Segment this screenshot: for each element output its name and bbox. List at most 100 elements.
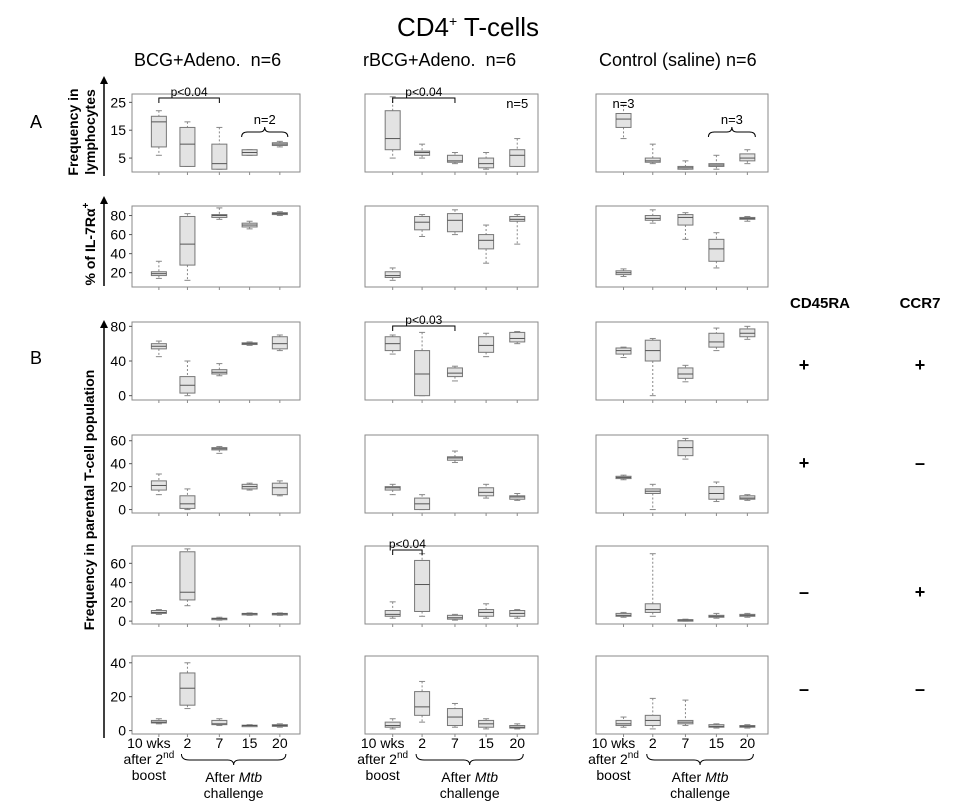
plot-frame-A-freq-2 bbox=[595, 93, 769, 173]
x-label-0-4: 20 bbox=[272, 735, 288, 751]
box-B-1-1-2 bbox=[446, 367, 463, 378]
box-A-freq-1-2 bbox=[446, 154, 463, 163]
box-B-3-1-0 bbox=[384, 610, 401, 617]
bracket-A-freq-0-0 bbox=[158, 97, 220, 103]
x-label-1-2: 7 bbox=[451, 735, 459, 751]
box-B-2-1-4 bbox=[509, 495, 526, 500]
box-B-1-1-1 bbox=[414, 350, 431, 397]
x-label-0-2: 7 bbox=[215, 735, 223, 751]
box-B-2-1-2 bbox=[446, 456, 463, 461]
y-tick-label-A-freq-0-1: 15 bbox=[110, 122, 126, 138]
y-tick-label-B-3-0-0: 0 bbox=[118, 613, 126, 629]
y-tick-label-B-3-0-3: 60 bbox=[110, 555, 126, 571]
annotation-A-freq-2-1: n=3 bbox=[721, 112, 743, 127]
annotation-B-3-1-0: p<0.04 bbox=[389, 537, 426, 551]
box-B-2-2-2 bbox=[677, 440, 694, 457]
box-B-1-2-2 bbox=[677, 367, 694, 379]
x-label-after-mtb-1: After Mtb bbox=[441, 769, 498, 785]
box-B-3-0-1 bbox=[179, 551, 196, 601]
box-B-3-1-1 bbox=[414, 559, 431, 612]
x-label-challenge-0: challenge bbox=[204, 785, 264, 801]
box-A-freq-0-2 bbox=[211, 143, 228, 170]
x-label-1-4: 20 bbox=[509, 735, 525, 751]
y-tick-label-B-1-0-0: 0 bbox=[118, 388, 126, 404]
challenge-brace-0 bbox=[180, 753, 287, 766]
x-label-1-1: 2 bbox=[418, 735, 426, 751]
box-B-1-1-4 bbox=[509, 331, 526, 343]
x-label-boost-1: boost bbox=[366, 767, 400, 783]
panel-label-b: B bbox=[30, 348, 42, 368]
y-tick-label-A-il7r-0-1: 40 bbox=[110, 246, 126, 262]
x-label-0-1: 2 bbox=[184, 735, 192, 751]
y-tick-label-A-il7r-0-2: 60 bbox=[110, 227, 126, 243]
box-A-il7r-1-3 bbox=[478, 234, 495, 250]
box-A-il7r-2-3 bbox=[708, 238, 725, 262]
bracket-B-1-1-0 bbox=[392, 325, 456, 331]
x-label-0-0: 10 wks bbox=[127, 735, 171, 751]
y-tick-label-B-2-0-3: 60 bbox=[110, 433, 126, 449]
annotation-B-1-1-0: p<0.03 bbox=[405, 313, 442, 327]
challenge-brace-2 bbox=[646, 753, 754, 766]
marker-sign-r3-ccr7: + bbox=[915, 582, 926, 602]
challenge-brace-1 bbox=[415, 753, 524, 766]
ylabel-il7r-arrowhead bbox=[100, 196, 108, 204]
annotation-A-freq-0-0: p<0.04 bbox=[171, 85, 208, 99]
ylabel-parental: Frequency in parental T-cell population bbox=[81, 370, 97, 631]
box-A-il7r-0-1 bbox=[179, 215, 196, 266]
x-label-boost-2: boost bbox=[596, 767, 630, 783]
marker-sign-r4-cd45ra: – bbox=[799, 679, 809, 699]
box-B-4-1-1 bbox=[414, 691, 431, 716]
x-label-after-mtb-0: After Mtb bbox=[205, 769, 262, 785]
box-A-il7r-1-0 bbox=[384, 271, 401, 278]
x-label-challenge-1: challenge bbox=[440, 785, 500, 801]
box-B-1-0-4 bbox=[271, 336, 288, 350]
box-B-4-1-0 bbox=[384, 721, 401, 728]
x-label-1-3: 15 bbox=[478, 735, 494, 751]
y-tick-label-B-1-0-2: 80 bbox=[110, 318, 126, 334]
y-tick-label-B-2-0-2: 40 bbox=[110, 456, 126, 472]
x-label-0-3: 15 bbox=[242, 735, 258, 751]
panel-label-a: A bbox=[30, 112, 42, 132]
plot-frame-B-1-2 bbox=[595, 321, 769, 401]
plot-frame-B-3-2 bbox=[595, 545, 769, 625]
y-tick-label-B-4-0-0: 0 bbox=[118, 723, 126, 739]
marker-sign-r2-ccr7: – bbox=[915, 453, 925, 473]
ylabel-il7r: % of IL-7Rα+ bbox=[81, 202, 98, 285]
box-B-2-1-0 bbox=[384, 486, 401, 491]
plot-frame-B-1-0 bbox=[131, 321, 301, 401]
x-label-2-2: 7 bbox=[682, 735, 690, 751]
marker-sign-r1-cd45ra: + bbox=[799, 355, 810, 375]
group-title-bcg: BCG+Adeno. n=6 bbox=[134, 50, 281, 70]
box-B-2-2-3 bbox=[708, 486, 725, 500]
box-B-2-1-3 bbox=[478, 487, 495, 497]
annotation-A-freq-2-0: n=3 bbox=[612, 96, 634, 111]
box-A-il7r-1-2 bbox=[446, 213, 463, 233]
box-A-freq-1-1 bbox=[414, 150, 431, 156]
bracket-A-freq-1-0 bbox=[392, 97, 456, 103]
marker-sign-r2-cd45ra: + bbox=[799, 453, 810, 473]
y-tick-label-A-il7r-0-0: 20 bbox=[110, 265, 126, 281]
box-B-4-0-1 bbox=[179, 672, 196, 706]
box-A-freq-1-3 bbox=[478, 157, 495, 169]
x-label-2-0: 10 wks bbox=[592, 735, 636, 751]
y-tick-label-B-2-0-1: 20 bbox=[110, 479, 126, 495]
x-label-after-boost-2: after 2nd bbox=[588, 750, 639, 767]
group-title-control: Control (saline) n=6 bbox=[599, 50, 757, 70]
x-label-2-3: 15 bbox=[709, 735, 725, 751]
box-A-il7r-2-2 bbox=[677, 214, 694, 226]
box-A-freq-0-1 bbox=[179, 126, 196, 167]
x-label-2-1: 2 bbox=[649, 735, 657, 751]
brace-A-freq-0-1 bbox=[241, 126, 289, 138]
box-A-freq-0-0 bbox=[150, 115, 167, 148]
y-tick-label-B-2-0-0: 0 bbox=[118, 502, 126, 518]
y-tick-label-B-3-0-2: 40 bbox=[110, 575, 126, 591]
plots-layer: 5 15 25 p<0.04 n=2 p<0.04 n=5 n=3 n=3 20 40 60 80 0 40… bbox=[110, 85, 769, 739]
x-label-1-0: 10 wks bbox=[361, 735, 405, 751]
marker-sign-r1-ccr7: + bbox=[915, 355, 926, 375]
box-A-freq-1-4 bbox=[509, 149, 526, 167]
marker-header-ccr7: CCR7 bbox=[900, 295, 941, 312]
x-label-boost-0: boost bbox=[132, 767, 166, 783]
box-B-4-0-2 bbox=[211, 719, 228, 726]
